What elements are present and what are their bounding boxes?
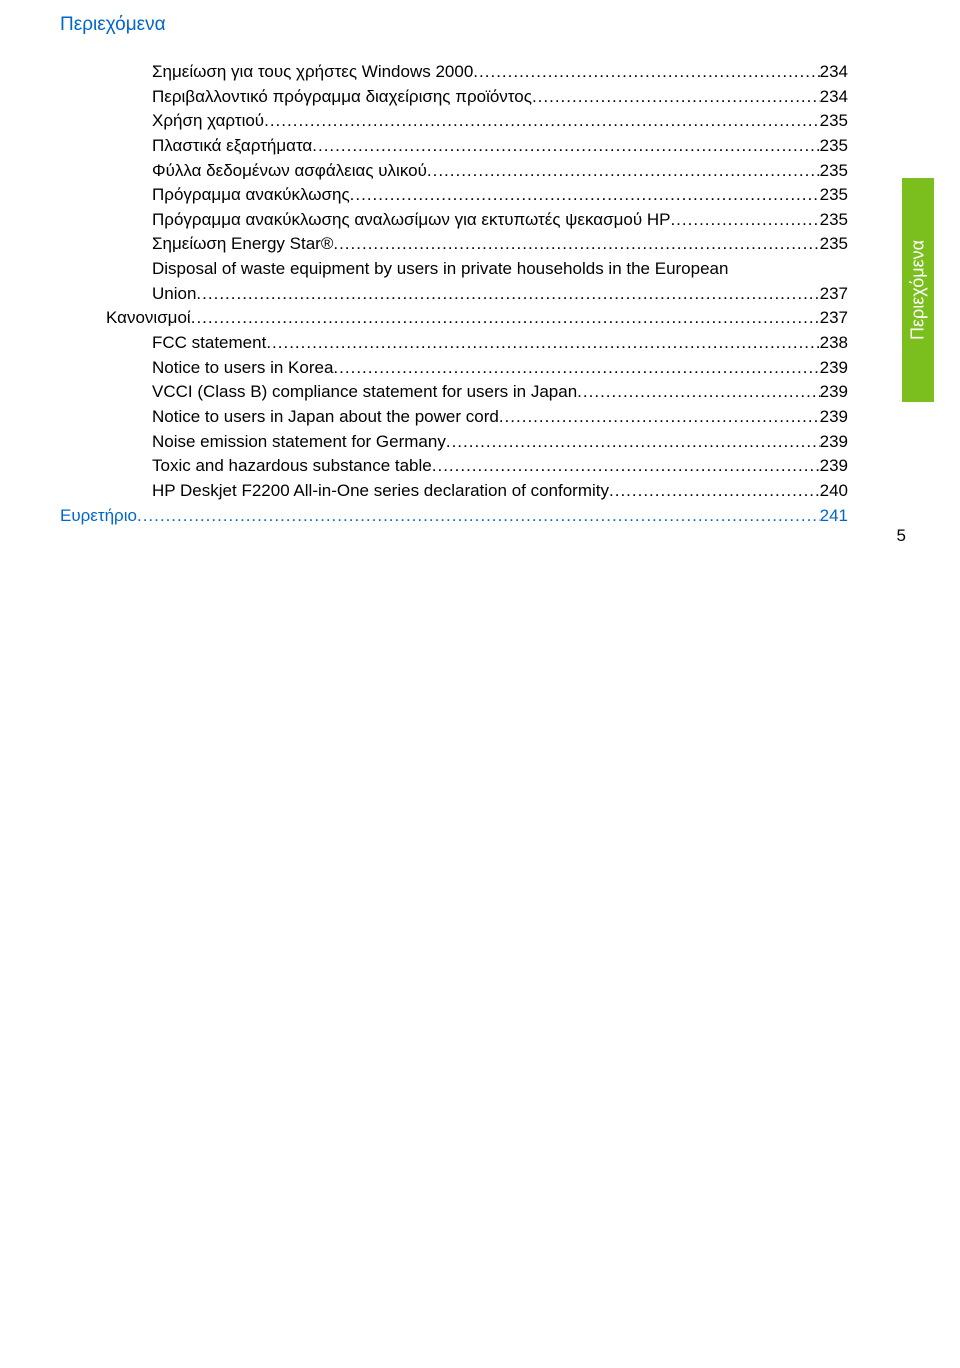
toc-entry-label: Σημείωση για τους χρήστες Windows 2000 <box>152 60 473 85</box>
toc-entry-label: Union <box>152 282 196 307</box>
toc-entry-label: HP Deskjet F2200 All-in-One series decla… <box>152 479 609 504</box>
toc-entry-page: 239 <box>820 380 848 405</box>
toc-entry: Σημείωση για τους χρήστες Windows 2000 23… <box>60 60 848 85</box>
toc-entry-page: 238 <box>820 331 848 356</box>
toc-entry-page: 234 <box>820 85 848 110</box>
toc-leader-dots <box>196 282 819 307</box>
page-number: 5 <box>897 526 906 546</box>
toc-entry: Πρόγραμμα ανακύκλωσης 235 <box>60 183 848 208</box>
toc-leader-dots <box>577 380 819 405</box>
toc-entry-page: 235 <box>820 208 848 233</box>
toc-entry-page: 235 <box>820 159 848 184</box>
toc-entry: Κανονισμοί 237 <box>60 306 848 331</box>
toc-entry-label: Πλαστικά εξαρτήματα <box>152 134 312 159</box>
toc-entry-page: 234 <box>820 60 848 85</box>
toc-entry-label: Χρήση χαρτιού <box>152 109 264 134</box>
toc-leader-dots <box>670 208 819 233</box>
toc-entry-page: 239 <box>820 356 848 381</box>
toc-entry-page: 235 <box>820 183 848 208</box>
toc-entry-page: 235 <box>820 232 848 257</box>
toc-leader-dots <box>137 504 820 529</box>
toc-leader-dots <box>427 159 820 184</box>
toc-leader-dots <box>312 134 819 159</box>
toc-entry: Φύλλα δεδομένων ασφάλειας υλικού 235 <box>60 159 848 184</box>
toc-leader-dots <box>191 306 820 331</box>
toc-entry-page: 239 <box>820 405 848 430</box>
toc-entry: Toxic and hazardous substance table 239 <box>60 454 848 479</box>
toc-entry-page: 240 <box>820 479 848 504</box>
toc-entry: Notice to users in Korea 239 <box>60 356 848 381</box>
toc-leader-dots <box>333 356 819 381</box>
toc-entry: VCCI (Class B) compliance statement for … <box>60 380 848 405</box>
toc-entry-label: VCCI (Class B) compliance statement for … <box>152 380 577 405</box>
toc-entry: Πρόγραμμα ανακύκλωσης αναλωσίμων για εκτ… <box>60 208 848 233</box>
toc-entry-page: 241 <box>820 504 848 529</box>
side-tab-label: Περιεχόμενα <box>908 240 929 340</box>
toc-entry-label: Πρόγραμμα ανακύκλωσης <box>152 183 350 208</box>
toc-leader-dots <box>446 430 820 455</box>
toc-entry: Χρήση χαρτιού 235 <box>60 109 848 134</box>
page-container: Περιεχόμενα Σημείωση για τους χρήστες Wi… <box>0 0 960 568</box>
toc-entry: Πλαστικά εξαρτήματα 235 <box>60 134 848 159</box>
toc-entry-page: 237 <box>820 306 848 331</box>
toc-leader-dots <box>350 183 820 208</box>
toc-entry-label: Notice to users in Korea <box>152 356 333 381</box>
page-title: Περιεχόμενα <box>60 14 900 36</box>
toc-entry-label: Ευρετήριο <box>60 504 137 529</box>
toc-entry-page: 237 <box>820 282 848 307</box>
toc-entry-label: Toxic and hazardous substance table <box>152 454 432 479</box>
toc-entry-label: Πρόγραμμα ανακύκλωσης αναλωσίμων για εκτ… <box>152 208 670 233</box>
toc-entry-label: Περιβαλλοντικό πρόγραμμα διαχείρισης προ… <box>152 85 532 110</box>
toc-leader-dots <box>266 331 819 356</box>
toc-entry: Disposal of waste equipment by users in … <box>60 257 848 282</box>
toc-entry-label: Disposal of waste equipment by users in … <box>152 257 728 282</box>
toc-entry: FCC statement 238 <box>60 331 848 356</box>
toc-link-entry[interactable]: Ευρετήριο 241 <box>60 504 848 529</box>
toc-entry-label: Noise emission statement for Germany <box>152 430 446 455</box>
toc-entry: Σημείωση Energy Star® 235 <box>60 232 848 257</box>
toc-entry-label: Φύλλα δεδομένων ασφάλειας υλικού <box>152 159 427 184</box>
toc-entry: Περιβαλλοντικό πρόγραμμα διαχείρισης προ… <box>60 85 848 110</box>
toc-entry-page: 239 <box>820 430 848 455</box>
side-tab: Περιεχόμενα <box>902 178 934 402</box>
toc-leader-dots <box>532 85 820 110</box>
toc-entry: Notice to users in Japan about the power… <box>60 405 848 430</box>
toc-leader-dots <box>499 405 820 430</box>
toc-entry-label: Κανονισμοί <box>106 306 191 331</box>
toc-list: Σημείωση για τους χρήστες Windows 2000 23… <box>60 60 848 528</box>
toc-entry-page: 235 <box>820 134 848 159</box>
toc-leader-dots <box>432 454 820 479</box>
toc-leader-dots <box>609 479 820 504</box>
toc-leader-dots <box>264 109 820 134</box>
toc-entry: HP Deskjet F2200 All-in-One series decla… <box>60 479 848 504</box>
toc-leader-dots <box>333 232 819 257</box>
toc-entry-label: FCC statement <box>152 331 266 356</box>
toc-entry-label: Σημείωση Energy Star® <box>152 232 333 257</box>
toc-entry-page: 235 <box>820 109 848 134</box>
toc-container: Σημείωση για τους χρήστες Windows 2000 23… <box>60 60 848 528</box>
toc-entry: Noise emission statement for Germany 239 <box>60 430 848 455</box>
toc-entry-page: 239 <box>820 454 848 479</box>
toc-entry-label: Notice to users in Japan about the power… <box>152 405 499 430</box>
toc-entry: Union 237 <box>60 282 848 307</box>
toc-leader-dots <box>473 60 819 85</box>
